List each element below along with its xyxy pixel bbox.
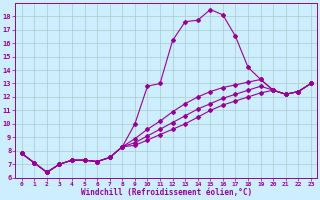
X-axis label: Windchill (Refroidissement éolien,°C): Windchill (Refroidissement éolien,°C) <box>81 188 252 197</box>
